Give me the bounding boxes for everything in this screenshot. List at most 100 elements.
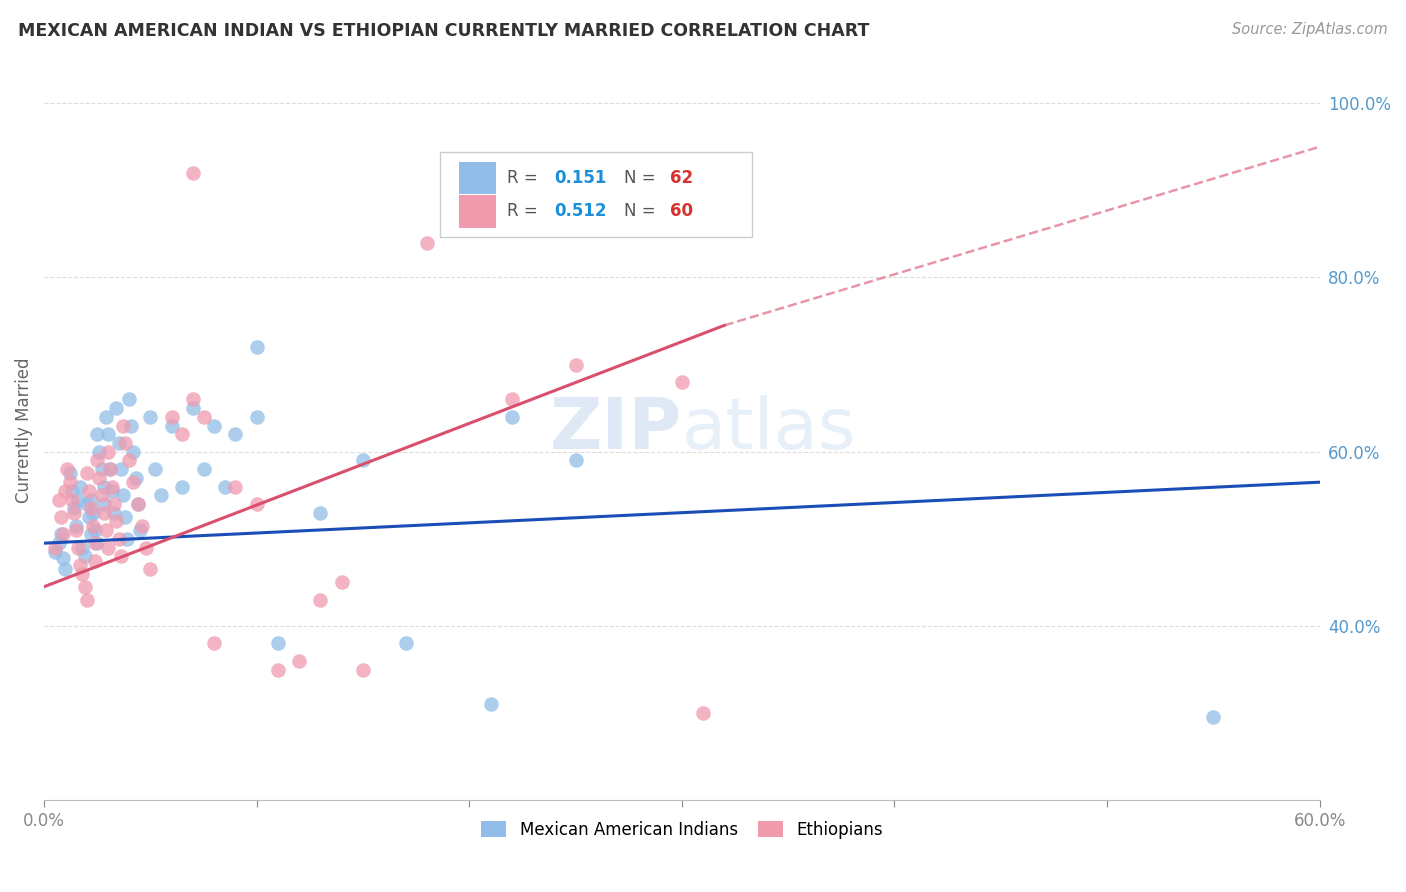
Text: R =: R = — [508, 169, 543, 187]
Point — [86, 536, 108, 550]
Point — [67, 541, 90, 555]
Text: 0.151: 0.151 — [554, 169, 607, 187]
Point — [246, 340, 269, 354]
Point — [69, 479, 91, 493]
Point — [76, 592, 98, 607]
Point — [114, 510, 136, 524]
Point — [118, 392, 141, 407]
Point — [246, 409, 269, 424]
Text: atlas: atlas — [682, 395, 856, 465]
Point — [124, 471, 146, 485]
Point — [90, 488, 112, 502]
Point — [111, 418, 134, 433]
Point — [416, 235, 439, 250]
Point — [48, 492, 70, 507]
Point — [77, 510, 100, 524]
Point — [202, 636, 225, 650]
Point — [84, 536, 107, 550]
Point — [69, 558, 91, 572]
Point — [139, 562, 162, 576]
FancyBboxPatch shape — [458, 195, 496, 227]
Point — [48, 536, 70, 550]
Point — [172, 479, 194, 493]
Point — [564, 453, 586, 467]
Point — [44, 545, 66, 559]
Point — [94, 409, 117, 424]
Point — [73, 580, 96, 594]
Point — [288, 654, 311, 668]
Point — [84, 523, 107, 537]
Point — [101, 479, 124, 493]
Point — [181, 166, 204, 180]
Point — [89, 471, 111, 485]
Text: ZIP: ZIP — [550, 395, 682, 465]
Point — [97, 541, 120, 555]
Point — [127, 497, 149, 511]
Point — [59, 475, 82, 490]
Point — [181, 392, 204, 407]
FancyBboxPatch shape — [458, 161, 496, 194]
Point — [90, 462, 112, 476]
Point — [49, 527, 72, 541]
Point — [671, 375, 693, 389]
Point — [80, 492, 103, 507]
Point — [103, 506, 125, 520]
Point — [122, 475, 145, 490]
Point — [101, 483, 124, 498]
Point — [143, 462, 166, 476]
Point — [59, 467, 82, 481]
Point — [103, 497, 125, 511]
Point — [267, 663, 290, 677]
Point — [93, 479, 115, 493]
Point — [309, 592, 332, 607]
Point — [135, 541, 157, 555]
Point — [181, 401, 204, 416]
Point — [479, 698, 502, 712]
FancyBboxPatch shape — [440, 153, 752, 237]
Text: MEXICAN AMERICAN INDIAN VS ETHIOPIAN CURRENTLY MARRIED CORRELATION CHART: MEXICAN AMERICAN INDIAN VS ETHIOPIAN CUR… — [18, 22, 870, 40]
Text: Source: ZipAtlas.com: Source: ZipAtlas.com — [1232, 22, 1388, 37]
Text: 0.512: 0.512 — [554, 202, 607, 220]
Text: 60: 60 — [671, 202, 693, 220]
Point — [127, 497, 149, 511]
Point — [160, 418, 183, 433]
Point — [86, 427, 108, 442]
Point — [105, 515, 128, 529]
Point — [80, 527, 103, 541]
Point — [193, 409, 215, 424]
Point — [118, 453, 141, 467]
Text: N =: N = — [624, 202, 661, 220]
Point — [150, 488, 173, 502]
Point — [49, 510, 72, 524]
Point — [67, 492, 90, 507]
Point — [84, 553, 107, 567]
Point — [110, 462, 132, 476]
Point — [97, 444, 120, 458]
Point — [1202, 710, 1225, 724]
Point — [63, 501, 86, 516]
Point — [93, 497, 115, 511]
Point — [139, 409, 162, 424]
Point — [77, 483, 100, 498]
Point — [352, 453, 374, 467]
Point — [98, 462, 121, 476]
Point — [97, 427, 120, 442]
Point — [82, 506, 104, 520]
Point — [80, 501, 103, 516]
Point — [501, 409, 523, 424]
Point — [44, 541, 66, 555]
Text: R =: R = — [508, 202, 543, 220]
Point — [330, 575, 353, 590]
Point — [246, 497, 269, 511]
Point — [172, 427, 194, 442]
Point — [115, 532, 138, 546]
Point — [56, 462, 79, 476]
Point — [52, 527, 75, 541]
Point — [110, 549, 132, 564]
Point — [94, 523, 117, 537]
Point — [53, 483, 76, 498]
Point — [224, 427, 246, 442]
Legend: Mexican American Indians, Ethiopians: Mexican American Indians, Ethiopians — [474, 814, 889, 846]
Point — [76, 497, 98, 511]
Point — [131, 518, 153, 533]
